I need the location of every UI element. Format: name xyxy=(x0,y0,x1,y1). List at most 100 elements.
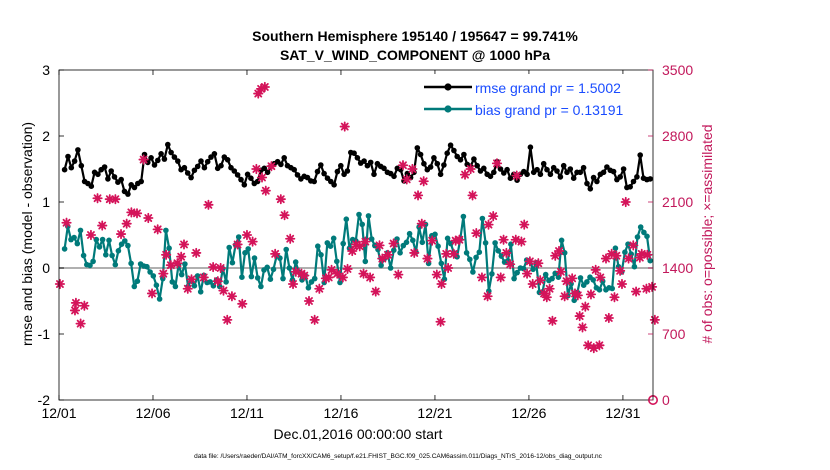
series-point-bias xyxy=(178,271,185,278)
y-tick-label-right: 0 xyxy=(662,392,670,408)
series-point-bias xyxy=(631,263,638,270)
series-point-bias xyxy=(74,240,81,247)
legend-label-bias: bias grand pr = 0.13191 xyxy=(475,102,623,118)
obs-assimilated-point xyxy=(110,194,121,205)
series-point-rmse xyxy=(184,170,191,176)
series-point-bias xyxy=(549,275,555,282)
obs-assimilated-point xyxy=(247,236,258,247)
series-point-rmse xyxy=(437,171,444,178)
series-point-rmse xyxy=(248,175,254,181)
series-point-bias xyxy=(191,283,198,289)
series-point-bias xyxy=(330,235,337,242)
series-point-rmse xyxy=(524,171,530,178)
series-point-bias xyxy=(391,247,397,253)
series-point-rmse xyxy=(151,162,158,168)
series-point-bias xyxy=(584,279,590,285)
obs-assimilated-point xyxy=(303,295,315,307)
y-tick-label-right: 1400 xyxy=(662,260,693,276)
x-tick-label: 12/06 xyxy=(135,405,170,421)
obs-assimilated-point xyxy=(588,343,599,354)
series-point-rmse xyxy=(175,158,181,164)
series-point-rmse xyxy=(278,161,284,168)
obs-assimilated-point xyxy=(260,185,271,196)
series-point-bias xyxy=(239,274,245,281)
obs-assimilated-point xyxy=(501,247,512,259)
obs-assimilated-point xyxy=(121,218,132,229)
series-point-rmse xyxy=(351,150,357,156)
series-point-rmse xyxy=(75,147,81,153)
obs-assimilated-point xyxy=(342,263,353,275)
series-point-rmse xyxy=(537,171,544,178)
series-point-rmse xyxy=(291,166,298,173)
series-point-bias xyxy=(334,258,340,265)
series-point-rmse xyxy=(534,166,540,173)
series-point-bias xyxy=(340,240,347,247)
obs-assimilated-point xyxy=(535,275,546,286)
y-tick-label-left: 3 xyxy=(42,62,50,78)
series-point-bias xyxy=(343,216,350,222)
series-point-bias xyxy=(441,276,448,283)
obs-assimilated-point xyxy=(409,247,420,259)
series-point-bias xyxy=(87,262,93,269)
x-tick-label: 12/11 xyxy=(230,405,264,421)
series-line-bias xyxy=(63,213,652,302)
obs-assimilated-point xyxy=(339,121,350,132)
series-point-bias xyxy=(71,234,77,241)
obs-assimilated-point xyxy=(279,210,290,221)
series-point-rmse xyxy=(204,158,211,165)
series-point-bias xyxy=(77,227,84,234)
series-point-rmse xyxy=(155,157,161,164)
series-point-bias xyxy=(131,283,138,290)
series-point-rmse xyxy=(457,157,464,163)
obs-assimilated-point xyxy=(623,253,634,264)
series-point-rmse xyxy=(580,164,587,171)
series-point-rmse xyxy=(78,162,85,169)
series-point-bias xyxy=(144,263,150,270)
series-point-bias xyxy=(634,234,641,240)
series-point-rmse xyxy=(471,156,477,162)
series-point-rmse xyxy=(354,155,361,161)
series-point-rmse xyxy=(391,173,397,180)
y-tick-label-right: 3500 xyxy=(662,62,693,78)
series-point-rmse xyxy=(414,145,421,151)
obs-assimilated-point xyxy=(483,219,494,230)
obs-assimilated-point xyxy=(521,268,533,279)
series-point-bias xyxy=(112,261,119,268)
obs-assimilated-point xyxy=(547,315,558,326)
series-point-rmse xyxy=(171,154,178,160)
obs-assimilated-point xyxy=(448,248,459,259)
series-point-bias xyxy=(248,273,255,280)
obs-assimilated-point xyxy=(574,310,585,322)
series-point-rmse xyxy=(165,141,171,148)
series-point-bias xyxy=(463,250,470,256)
series-point-bias xyxy=(115,248,122,254)
x-tick-label: 12/31 xyxy=(605,405,640,421)
y-tick-label-right: 2800 xyxy=(662,128,693,144)
obs-assimilated-point xyxy=(649,314,660,325)
series-point-bias xyxy=(359,221,366,228)
x-axis-label: Dec.01,2016 00:00:00 start xyxy=(274,426,443,442)
obs-assimilated-point xyxy=(161,249,172,260)
obs-assimilated-point xyxy=(186,274,197,285)
obs-assimilated-point xyxy=(441,248,452,259)
series-point-rmse xyxy=(318,162,324,168)
series-point-bias xyxy=(270,266,277,273)
series-point-rmse xyxy=(447,142,454,148)
obs-assimilated-point xyxy=(172,258,183,269)
series-point-rmse xyxy=(570,175,577,181)
series-point-bias xyxy=(482,240,489,246)
obs-assimilated-point xyxy=(580,301,591,312)
series-point-rmse xyxy=(567,166,574,172)
series-point-rmse xyxy=(434,160,441,167)
series-point-bias xyxy=(432,231,438,238)
series-point-bias xyxy=(419,239,426,246)
y-tick-label-left: -1 xyxy=(38,326,51,342)
series-point-bias xyxy=(622,249,628,255)
y-tick-label-left: 0 xyxy=(42,260,50,276)
obs-assimilated-point xyxy=(146,288,158,299)
obs-assimilated-point xyxy=(527,278,538,290)
series-point-bias xyxy=(410,237,416,244)
obs-assimilated-point xyxy=(431,269,442,280)
series-point-rmse xyxy=(540,160,547,167)
series-point-rmse xyxy=(451,147,457,154)
